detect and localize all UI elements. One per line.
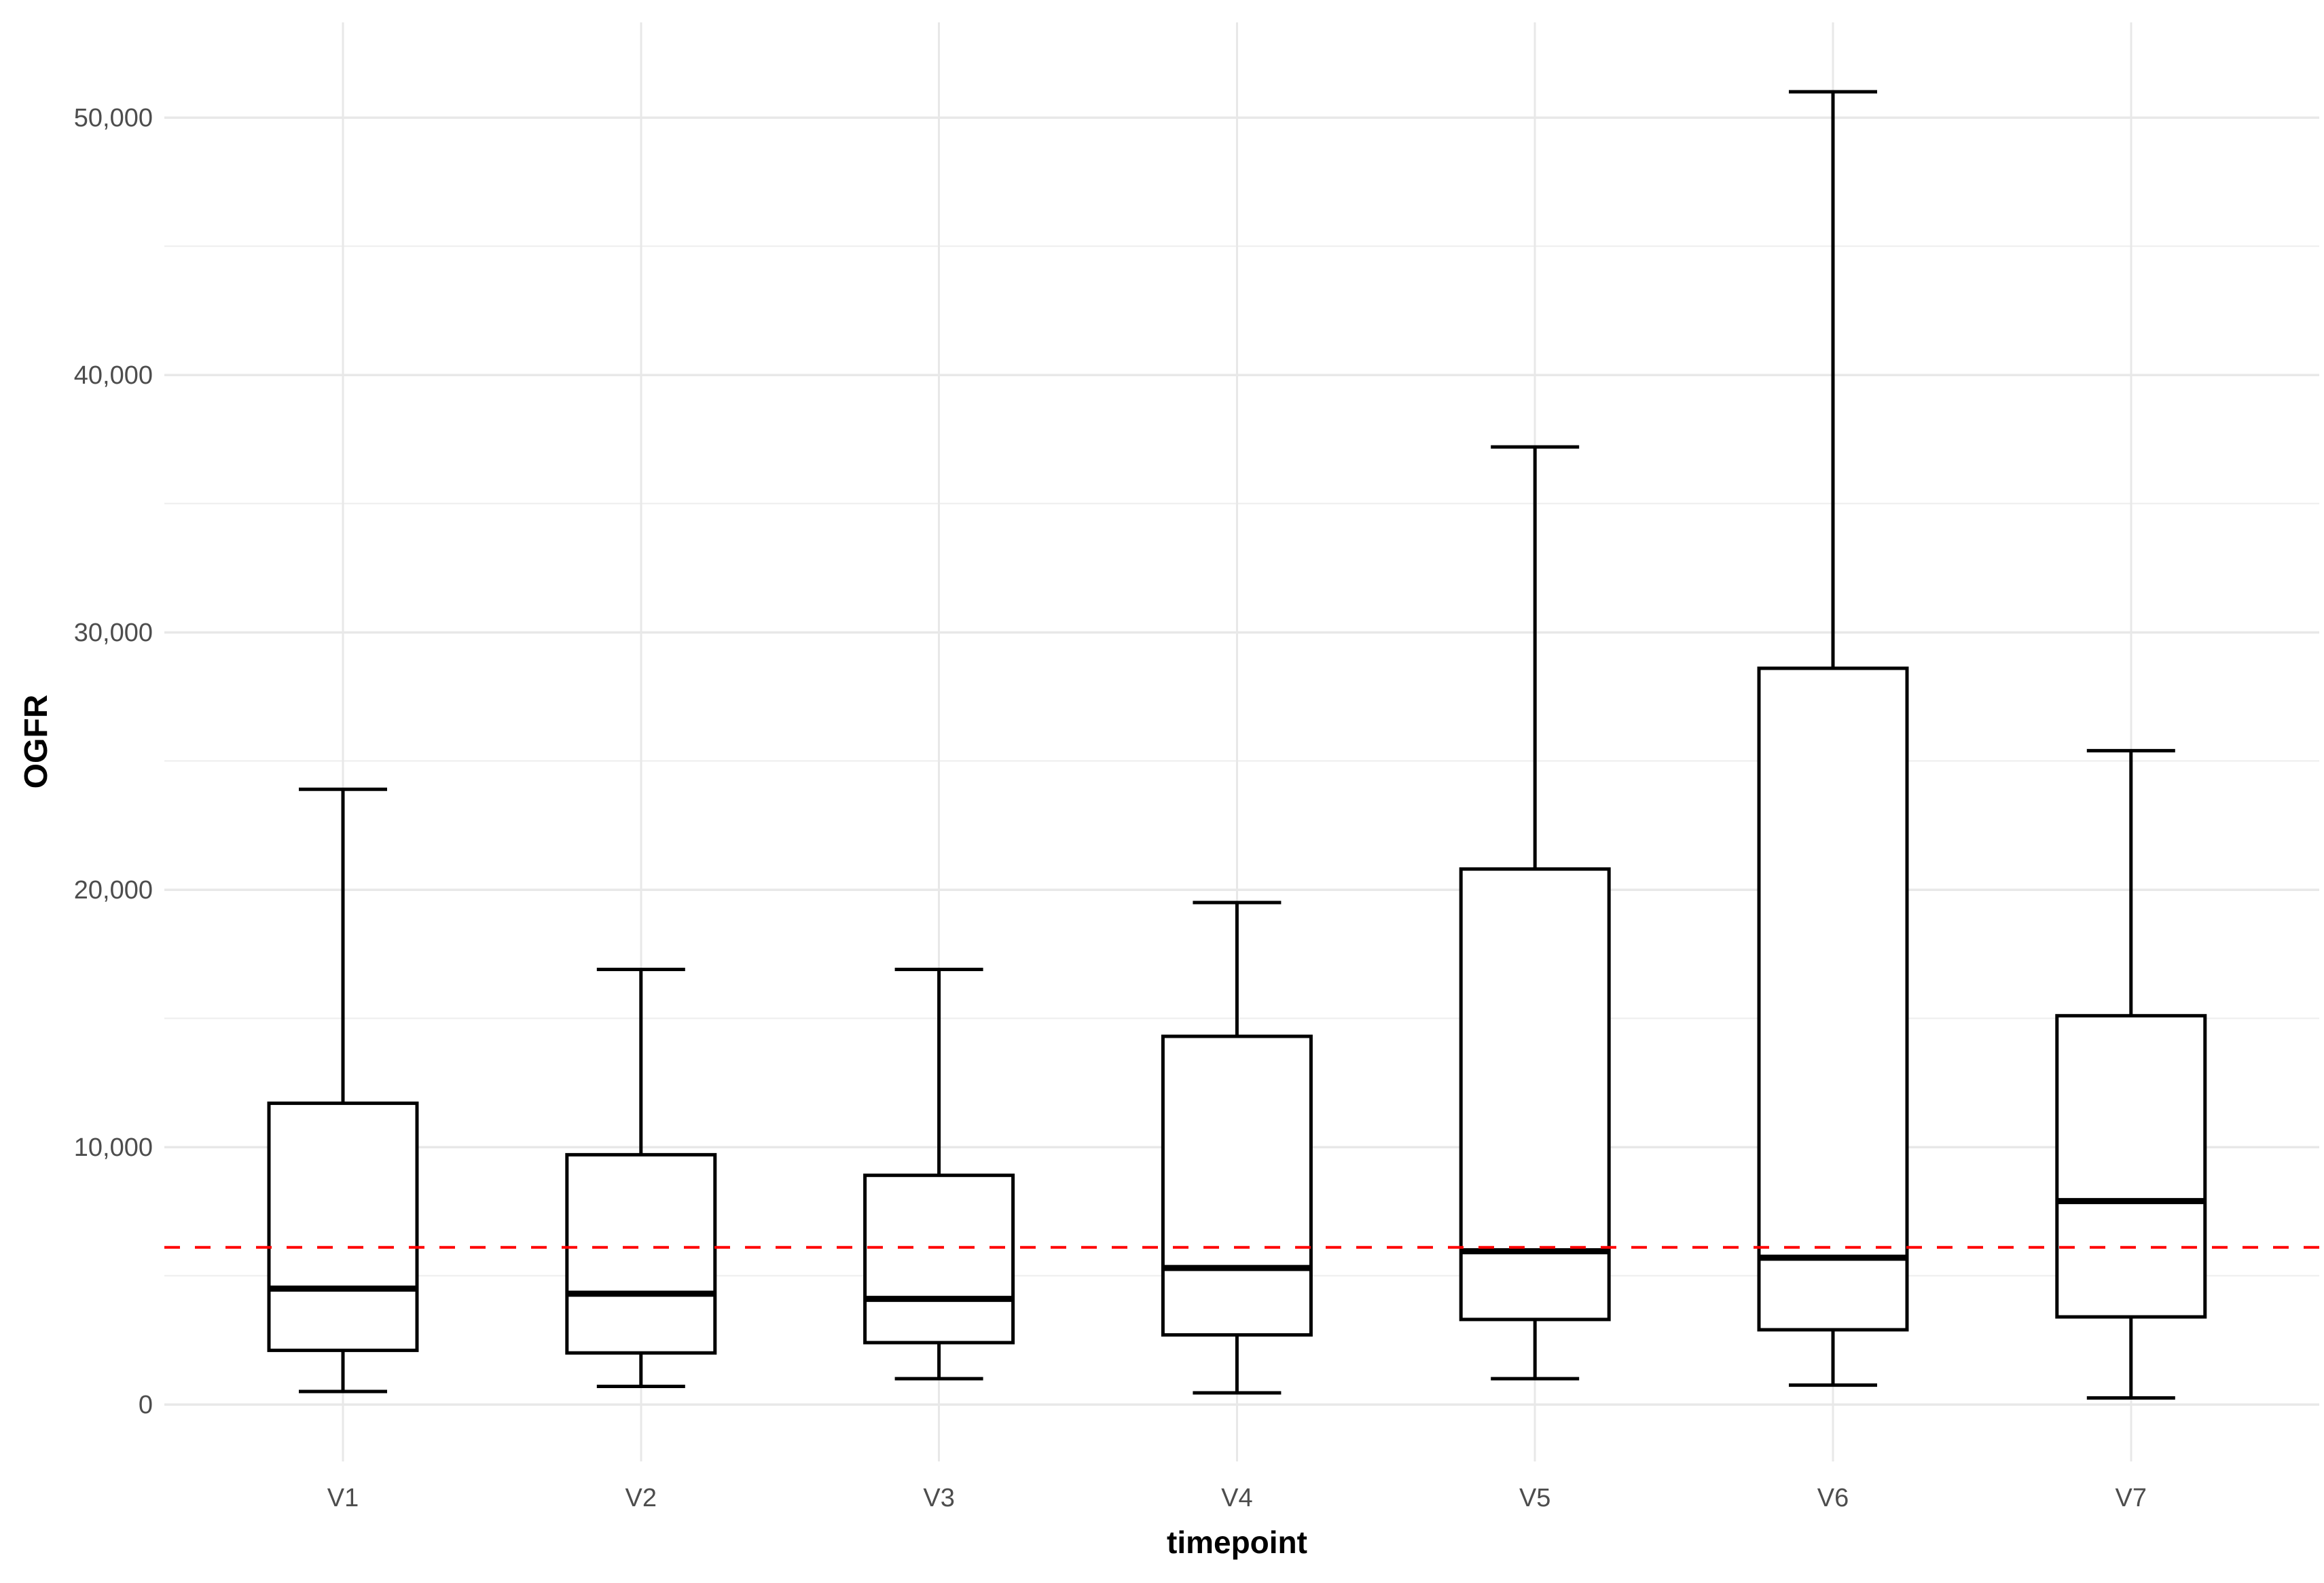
iqr-box bbox=[1161, 1034, 1313, 1337]
x-tick-label: V2 bbox=[625, 1484, 657, 1512]
y-tick-label: 20,000 bbox=[74, 876, 153, 905]
y-tick-label: 0 bbox=[139, 1391, 153, 1419]
x-tick-label: V7 bbox=[2116, 1484, 2147, 1512]
iqr-box bbox=[1459, 867, 1611, 1322]
iqr-box bbox=[2055, 1014, 2207, 1319]
y-tick-label: 50,000 bbox=[74, 104, 153, 132]
iqr-box bbox=[1757, 666, 1909, 1332]
boxplot-v6 bbox=[1757, 90, 1909, 1387]
x-tick-label: V5 bbox=[1519, 1484, 1550, 1512]
y-axis-title: OGFR bbox=[18, 694, 54, 789]
y-tick-label: 30,000 bbox=[74, 619, 153, 647]
iqr-box bbox=[863, 1173, 1015, 1345]
boxplot-v3 bbox=[863, 967, 1015, 1381]
boxplot-v7 bbox=[2055, 748, 2207, 1400]
iqr-box bbox=[565, 1152, 717, 1355]
y-tick-label: 10,000 bbox=[74, 1133, 153, 1162]
iqr-box bbox=[267, 1102, 419, 1352]
x-tick-label: V3 bbox=[923, 1484, 954, 1512]
x-axis-title: timepoint bbox=[1167, 1525, 1307, 1560]
boxplot-v2 bbox=[565, 967, 717, 1388]
x-tick-label: V4 bbox=[1221, 1484, 1252, 1512]
x-tick-label: V6 bbox=[1817, 1484, 1849, 1512]
x-tick-label: V1 bbox=[327, 1484, 359, 1512]
boxplot-v1 bbox=[267, 787, 419, 1394]
boxplot-v4 bbox=[1161, 900, 1313, 1395]
y-tick-label: 40,000 bbox=[74, 361, 153, 390]
boxplot-v5 bbox=[1459, 445, 1611, 1381]
